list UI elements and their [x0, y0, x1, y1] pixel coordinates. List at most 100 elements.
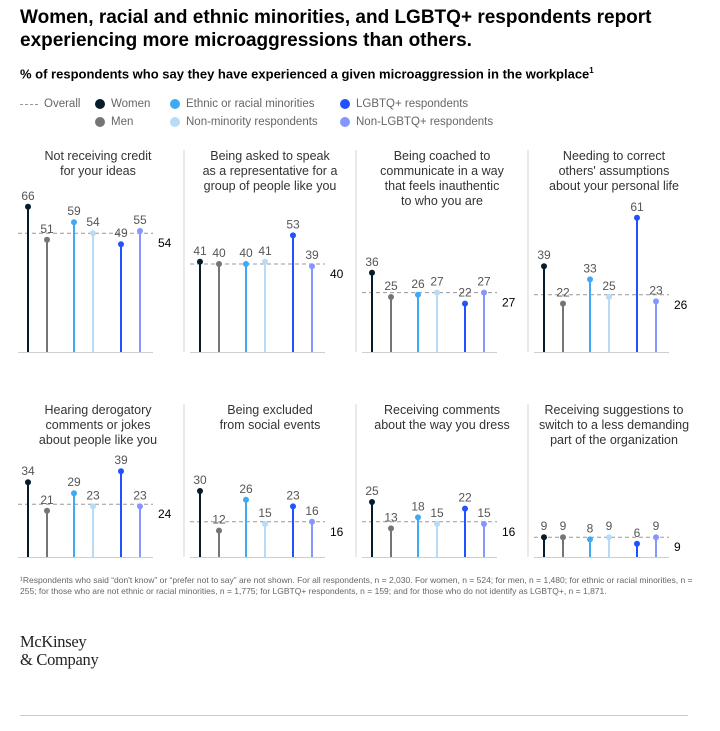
panel-title-line: to who you are — [401, 194, 483, 208]
ethnic-dot-icon — [170, 99, 180, 109]
lollipop-dot-nonminority — [606, 534, 612, 541]
value-label-nonlgbtq: 16 — [305, 504, 319, 518]
value-label-nonminority: 27 — [430, 275, 444, 289]
panel-title-line: about people like you — [39, 433, 157, 447]
lollipop-dot-men — [44, 507, 50, 514]
value-label-men: 25 — [384, 279, 398, 293]
lollipop-dot-ethnic — [587, 276, 593, 283]
lollipop-dot-lgbtq — [118, 241, 124, 248]
lollipop-dot-lgbtq — [634, 214, 640, 221]
legend-item-ethnic: Ethnic or racial minorities — [170, 98, 314, 110]
lollipop-dot-nonlgbtq — [653, 534, 659, 541]
subtitle-footnote-marker: 1 — [589, 66, 594, 75]
legend-item-lgbtq: LGBTQ+ respondents — [340, 98, 468, 110]
legend-item-nonminority: Non-minority respondents — [170, 116, 318, 128]
lollipop-dot-lgbtq — [462, 505, 468, 512]
men-dot-icon — [95, 117, 105, 127]
panel-title-line: Being excluded — [227, 403, 313, 417]
panel-title-line: about your personal life — [549, 179, 679, 193]
panel-title-line: Needing to correct — [563, 149, 666, 163]
overall-value-label: 9 — [674, 540, 681, 554]
logo-line-1: McKinsey — [20, 632, 87, 651]
lollipop-dot-nonminority — [90, 230, 96, 237]
value-label-lgbtq: 53 — [286, 217, 300, 231]
lollipop-dot-nonminority — [606, 294, 612, 300]
lollipop-dot-nonlgbtq — [481, 289, 487, 296]
lollipop-dot-men — [560, 534, 566, 541]
overall-value-label: 16 — [502, 525, 516, 539]
panel-title-line: group of people like you — [204, 179, 337, 193]
panel-title-line: switch to a less demanding — [539, 418, 689, 432]
overall-dash-icon — [20, 103, 38, 105]
lollipop-dot-lgbtq — [462, 300, 468, 307]
value-label-women: 25 — [365, 484, 379, 498]
lollipop-dot-women — [25, 479, 31, 486]
panel-title-line: Being asked to speak — [210, 149, 330, 163]
legend-label-nonlgbtq: Non-LGBTQ+ respondents — [356, 116, 494, 128]
lollipop-dot-lgbtq — [290, 503, 296, 510]
value-label-ethnic: 59 — [67, 204, 81, 218]
legend-item-overall: Overall — [20, 98, 80, 110]
value-label-ethnic: 40 — [239, 246, 253, 260]
lollipop-dot-nonminority — [90, 503, 96, 510]
lollipop-dot-nonlgbtq — [137, 503, 143, 510]
nonminority-dot-icon — [170, 117, 180, 127]
value-label-ethnic: 8 — [587, 521, 594, 535]
value-label-women: 34 — [21, 464, 35, 478]
panel-title-line: Receiving comments — [384, 403, 500, 417]
lollipop-dot-nonlgbtq — [137, 228, 143, 234]
panel-title-line: Not receiving credit — [45, 149, 153, 163]
overall-value-label: 54 — [158, 236, 172, 250]
lollipop-dot-men — [216, 261, 222, 267]
value-label-women: 41 — [193, 244, 207, 258]
lollipop-dot-women — [369, 269, 375, 276]
value-label-ethnic: 29 — [67, 475, 81, 489]
panel-title-line: Hearing derogatory — [44, 403, 152, 417]
lgbtq-dot-icon — [340, 99, 350, 109]
lollipop-dot-ethnic — [243, 261, 249, 267]
lollipop-dot-ethnic — [71, 490, 77, 497]
lollipop-dot-women — [541, 263, 547, 270]
value-label-lgbtq: 49 — [114, 226, 128, 240]
value-label-nonlgbtq: 55 — [133, 213, 147, 227]
lollipop-dot-women — [369, 499, 375, 505]
value-label-nonlgbtq: 27 — [477, 275, 491, 289]
panel-title-line: comments or jokes — [46, 418, 151, 432]
value-label-men: 22 — [556, 286, 570, 300]
value-label-women: 36 — [365, 255, 379, 269]
subtitle-text: % of respondents who say they have exper… — [20, 66, 590, 82]
value-label-ethnic: 26 — [239, 482, 253, 496]
value-label-nonminority: 9 — [606, 519, 613, 533]
legend-item-women: Women — [95, 98, 150, 110]
panel-title-line: that feels inauthentic — [385, 179, 500, 193]
value-label-men: 51 — [40, 222, 54, 236]
value-label-nonlgbtq: 39 — [305, 248, 319, 262]
legend-label-ethnic: Ethnic or racial minorities — [186, 98, 315, 110]
chart-subtitle: % of respondents who say they have exper… — [20, 66, 710, 81]
value-label-nonminority: 15 — [258, 506, 272, 520]
value-label-women: 9 — [541, 519, 548, 533]
lollipop-dot-women — [197, 488, 203, 494]
value-label-lgbtq: 39 — [114, 453, 128, 467]
mckinsey-logo: McKinsey & Company — [20, 632, 99, 669]
value-label-men: 12 — [212, 513, 226, 527]
lollipop-dot-men — [388, 294, 394, 300]
lollipop-dot-nonlgbtq — [309, 518, 315, 525]
value-label-lgbtq: 23 — [286, 488, 300, 502]
value-label-lgbtq: 22 — [458, 286, 472, 300]
lollipop-dot-ethnic — [243, 496, 249, 503]
legend-label-nonminority: Non-minority respondents — [186, 116, 318, 128]
overall-value-label: 24 — [158, 507, 172, 521]
panel-title-line: from social events — [220, 418, 321, 432]
panel-title-line: communicate in a way — [380, 164, 504, 178]
lollipop-dot-women — [197, 258, 203, 265]
lollipop-dot-nonlgbtq — [481, 521, 487, 527]
lollipop-dot-nonminority — [434, 521, 440, 527]
lollipop-dot-men — [388, 525, 394, 532]
panel-title-line: as a representative for a — [203, 164, 338, 178]
lollipop-dot-nonminority — [262, 521, 268, 527]
value-label-ethnic: 18 — [411, 499, 425, 513]
women-dot-icon — [95, 99, 105, 109]
lollipop-dot-men — [216, 527, 222, 534]
